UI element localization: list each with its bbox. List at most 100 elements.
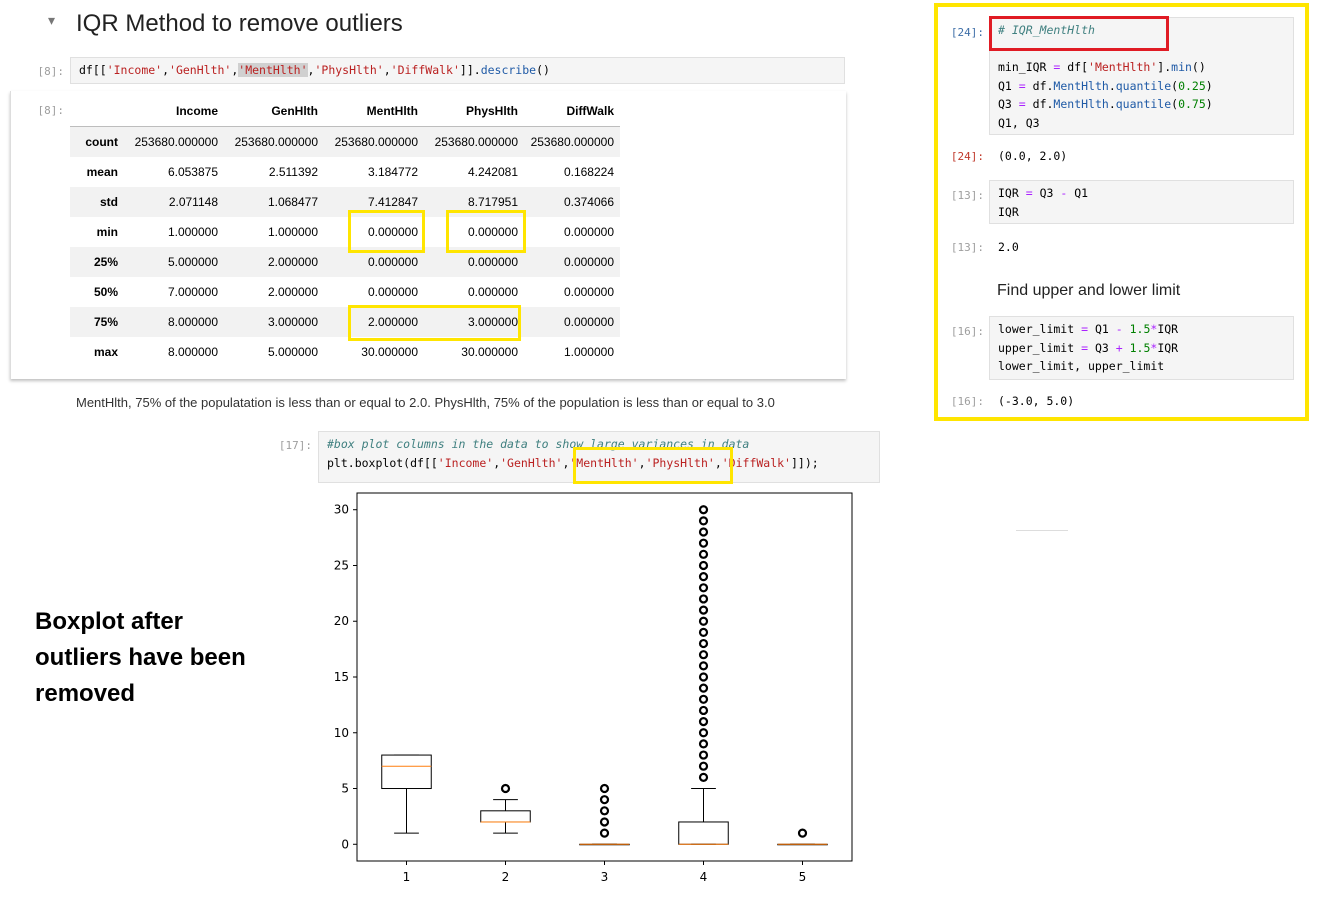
code-token: , xyxy=(562,455,570,470)
table-cell: 5.000000 xyxy=(267,345,318,359)
cell-8-in-prompt: [8]: xyxy=(37,65,65,78)
code-token: plt. xyxy=(327,455,355,470)
code-function: describe xyxy=(480,63,537,77)
code-token: , xyxy=(493,455,501,470)
code-number: 1.5 xyxy=(1129,340,1151,355)
column-header: Income xyxy=(124,96,224,127)
outlier-point xyxy=(698,717,709,727)
code-token: Q3 xyxy=(998,97,1019,111)
cell-13-code[interactable]: IQR = Q3 - Q1 IQR xyxy=(989,180,1294,224)
outlier-point xyxy=(698,750,709,760)
outlier-point xyxy=(698,694,709,704)
code-attribute: MentHlth xyxy=(1053,97,1109,111)
row-label: 50% xyxy=(93,285,118,299)
outlier-point xyxy=(698,583,709,593)
plot-frame xyxy=(356,492,853,862)
cell-16-code[interactable]: lower_limit = Q1 - 1.5*IQR upper_limit =… xyxy=(989,316,1294,380)
table-row: std 2.071148 1.068477 7.412847 8.717951 0.374… xyxy=(70,187,620,217)
code-string: 'PhysHlth' xyxy=(645,455,715,470)
table-cell: 0.000000 xyxy=(367,285,418,299)
row-label: min xyxy=(96,225,118,239)
table-cell: 1.068477 xyxy=(267,195,318,209)
y-tick-label: 20 xyxy=(334,614,349,628)
outlier-point xyxy=(698,616,709,626)
code-string: 'MentHlth' xyxy=(569,455,639,470)
code-operator: = xyxy=(1053,60,1061,74)
describe-table: Income GenHlth MentHlth PhysHlth DiffWal… xyxy=(70,96,620,367)
highlight-box-boxplot-columns xyxy=(573,447,733,484)
code-attribute: MentHlth xyxy=(1053,78,1109,93)
code-token: Q1 xyxy=(1088,322,1116,336)
caption-line: Boxplot after xyxy=(35,608,184,635)
table-cell: 253680.000000 xyxy=(434,135,518,149)
table-cell: 0.000000 xyxy=(367,225,418,239)
table-cell: 0.000000 xyxy=(563,255,614,269)
row-label: mean xyxy=(86,165,118,179)
table-cell: 0.374066 xyxy=(563,195,614,209)
outlier-point xyxy=(599,817,610,827)
code-token: min_IQR xyxy=(998,60,1054,74)
code-operator: = xyxy=(1081,322,1089,336)
cell-8-output-area xyxy=(10,91,846,379)
column-header: DiffWalk xyxy=(524,96,620,127)
code-operator: - xyxy=(1060,186,1068,200)
outlier-point xyxy=(698,705,709,716)
table-cell: 253680.000000 xyxy=(334,135,418,149)
row-label: 75% xyxy=(93,315,118,329)
cell-8-code[interactable]: df[['Income','GenHlth','MentHlth','PhysH… xyxy=(70,57,845,84)
x-tick-label: 1 xyxy=(403,870,411,884)
table-cell: 253680.000000 xyxy=(134,135,218,149)
code-token: IQR xyxy=(998,186,1026,200)
row-label: std xyxy=(100,195,118,209)
code-number: 0.75 xyxy=(1178,97,1206,111)
code-token: , xyxy=(307,63,315,77)
caption-line: removed xyxy=(35,680,136,707)
table-cell: 30.000000 xyxy=(461,345,518,359)
code-token: (df[[ xyxy=(403,455,438,470)
collapse-caret-icon[interactable]: ▾ xyxy=(48,12,56,28)
outlier-point xyxy=(698,538,709,548)
table-cell: 7.412847 xyxy=(367,195,418,209)
code-token: IQR xyxy=(998,204,1019,219)
outlier-point xyxy=(599,795,610,805)
code-token: IQR xyxy=(1157,340,1179,355)
code-token: ]]); xyxy=(791,455,819,470)
code-number: 1.5 xyxy=(1129,322,1151,336)
code-token: , xyxy=(638,455,646,470)
outlier-point xyxy=(698,605,709,615)
highlight-box-comment xyxy=(989,16,1169,51)
outlier-point xyxy=(698,560,709,571)
cell-24-output: (0.0, 2.0) xyxy=(998,149,1068,163)
code-function: quantile xyxy=(1115,97,1172,111)
boxplot-chart: 0 5 10 15 20 25 30 1 2 3 4 5 xyxy=(334,492,853,884)
outlier-point xyxy=(698,772,709,782)
side-caption: Boxplot after outliers have been removed xyxy=(35,604,246,712)
code-number: 0.25 xyxy=(1178,78,1206,93)
row-label: max xyxy=(93,345,118,359)
code-token: Q3 xyxy=(1088,340,1116,355)
cell-17-code[interactable]: #box plot columns in the data to show la… xyxy=(318,431,880,483)
markdown-heading: Find upper and lower limit xyxy=(997,282,1181,299)
code-function: quantile xyxy=(1115,78,1172,93)
code-token: . xyxy=(1108,78,1116,93)
outlier-point xyxy=(698,683,709,693)
outlier-point xyxy=(698,661,709,671)
code-token: () xyxy=(1191,60,1206,74)
table-cell: 0.168224 xyxy=(563,165,614,179)
row-label: 25% xyxy=(93,255,118,269)
cell-24-code[interactable]: # IQR_MentHlth min_IQR = df['MentHlth'].… xyxy=(989,17,1294,135)
code-operator: * xyxy=(1150,322,1158,336)
table-cell: 1.000000 xyxy=(167,225,218,239)
table-cell: 8.000000 xyxy=(167,345,218,359)
table-row: 50% 7.000000 2.000000 0.000000 0.000000 0.000… xyxy=(70,277,620,307)
cell-24-in-prompt: [24]: xyxy=(950,26,984,39)
code-token: , xyxy=(714,455,722,470)
code-string: 'GenHlth' xyxy=(169,63,232,77)
code-token: Q1 xyxy=(998,78,1019,93)
code-operator: * xyxy=(1150,340,1158,355)
outlier-point xyxy=(698,627,709,637)
table-cell: 2.000000 xyxy=(267,285,318,299)
x-tick-label: 3 xyxy=(601,870,609,884)
table-cell: 2.511392 xyxy=(268,165,318,179)
caption-line: outliers have been xyxy=(35,644,246,671)
